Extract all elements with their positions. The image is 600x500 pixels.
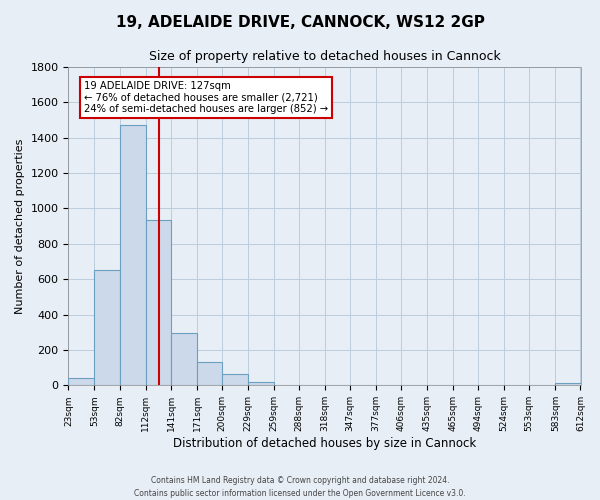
Y-axis label: Number of detached properties: Number of detached properties [15,138,25,314]
Title: Size of property relative to detached houses in Cannock: Size of property relative to detached ho… [149,50,500,63]
Text: 19 ADELAIDE DRIVE: 127sqm
← 76% of detached houses are smaller (2,721)
24% of se: 19 ADELAIDE DRIVE: 127sqm ← 76% of detac… [84,82,328,114]
Bar [248,382,274,386]
Bar [68,378,94,386]
Text: 19, ADELAIDE DRIVE, CANNOCK, WS12 2GP: 19, ADELAIDE DRIVE, CANNOCK, WS12 2GP [116,15,484,30]
X-axis label: Distribution of detached houses by size in Cannock: Distribution of detached houses by size … [173,437,476,450]
Bar [119,126,146,386]
Bar [197,362,222,386]
Bar [146,220,171,386]
Bar [222,374,248,386]
Text: Contains HM Land Registry data © Crown copyright and database right 2024.
Contai: Contains HM Land Registry data © Crown c… [134,476,466,498]
Bar [94,270,119,386]
Bar [555,382,581,386]
Bar [171,333,197,386]
